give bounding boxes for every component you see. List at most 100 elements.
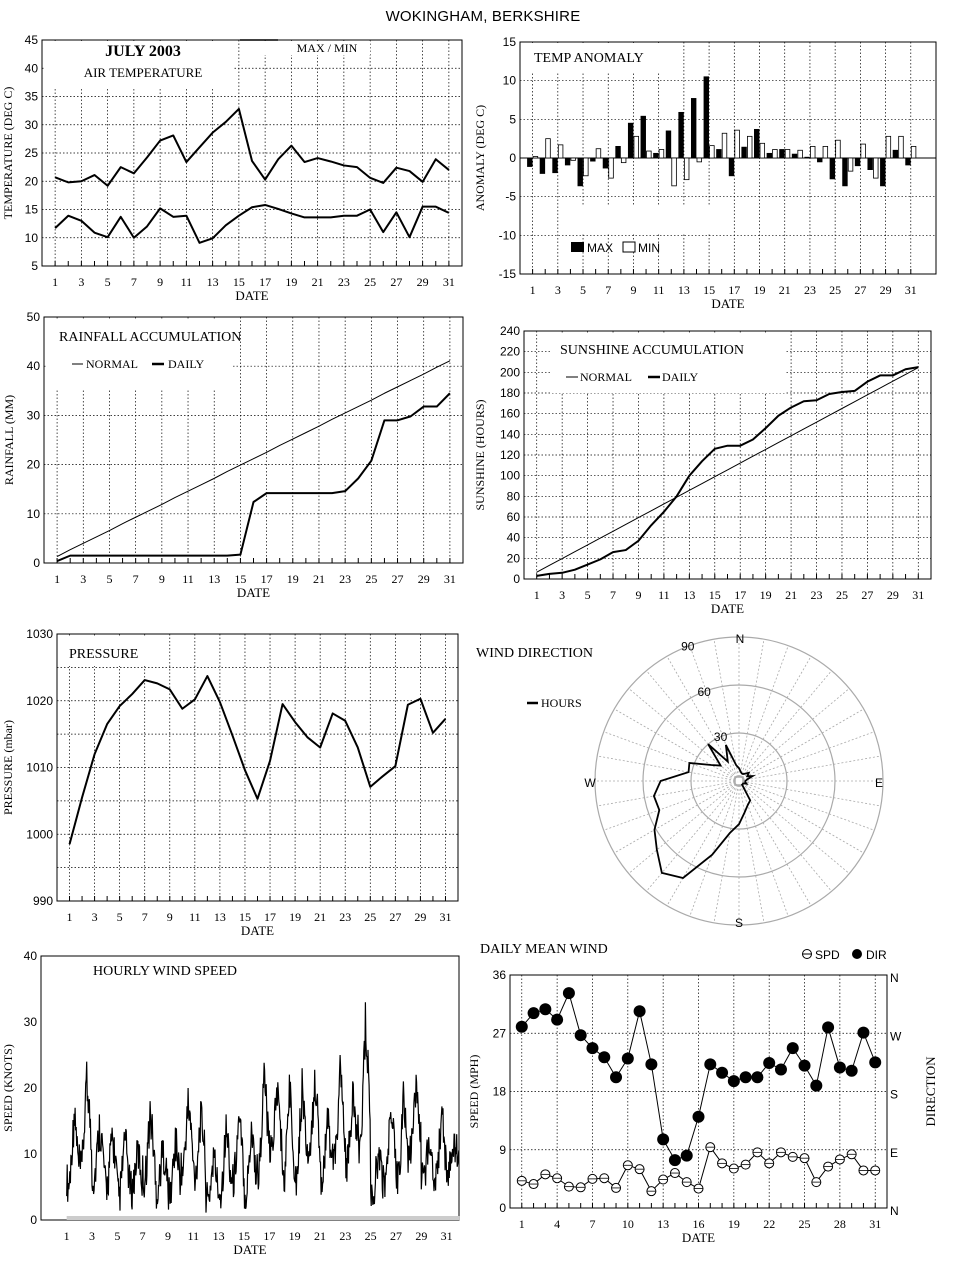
- bar-max: [627, 122, 634, 159]
- y-tick-label: 40: [25, 61, 39, 75]
- y-tick-label: 0: [33, 556, 40, 570]
- y-tick-label: -10: [499, 228, 517, 242]
- x-tick-label: 9: [630, 283, 636, 297]
- polar-spoke: [646, 670, 737, 779]
- y-tick-label: 9: [499, 1143, 506, 1157]
- bar-max: [703, 76, 709, 159]
- bar-max: [804, 156, 810, 159]
- y-tick-label: 0: [30, 1213, 37, 1227]
- x-tick-label: 21: [785, 588, 797, 602]
- y-tick-label: 10: [27, 507, 41, 521]
- y-tick-label: 30: [25, 118, 39, 132]
- x-tick-label: 7: [605, 283, 611, 297]
- y-tick-label: 20: [25, 174, 39, 188]
- x-tick-label: 7: [610, 588, 616, 602]
- x-tick-label: 5: [585, 588, 591, 602]
- x-tick-label: 21: [779, 283, 791, 297]
- y-tick-label: 40: [27, 359, 41, 373]
- polar-spoke: [741, 688, 850, 779]
- radial-tick-label: 30: [714, 730, 728, 744]
- y-axis-label: SPEED (KNOTS): [1, 1044, 15, 1132]
- bar-max: [791, 153, 798, 159]
- x-tick-label: 1: [64, 1229, 70, 1243]
- x-tick-label: 13: [213, 1229, 225, 1243]
- polar-spoke: [597, 755, 736, 781]
- marker-dir: [610, 1071, 623, 1084]
- y-tick-label: 10: [24, 1147, 38, 1161]
- marker-dir: [539, 1003, 552, 1016]
- grid: [57, 634, 458, 901]
- legend-label-normal: NORMAL: [86, 357, 138, 371]
- page-title: WOKINGHAM, BERKSHIRE: [385, 8, 581, 25]
- y-tick-label: 45: [25, 33, 39, 47]
- x-tick-label: 17: [728, 283, 740, 297]
- grid: [510, 975, 887, 1208]
- marker-dir: [786, 1042, 799, 1055]
- x-tick-label: 27: [390, 275, 402, 289]
- x-tick-label: 3: [92, 910, 98, 924]
- marker-dir: [810, 1079, 823, 1092]
- bar-min: [721, 132, 728, 159]
- x-tick-label: 3: [78, 275, 84, 289]
- chart-title: TEMP ANOMALY: [534, 51, 644, 66]
- series-line-normal: [536, 367, 919, 573]
- legend-label-max: MAX: [587, 241, 613, 255]
- y-tick-label: 35: [25, 90, 39, 104]
- y-axis-label: SPEED (MPH): [467, 1055, 481, 1129]
- polar-spoke: [742, 782, 864, 854]
- x-tick-label: 13: [207, 275, 219, 289]
- polar-spoke: [741, 783, 850, 874]
- y2-tick-label: N: [890, 1204, 899, 1218]
- y-tick-label: 15: [503, 35, 517, 49]
- chart-wind-direction: WIND DIRECTION HOURS 30 60 90 N E S W: [476, 632, 884, 930]
- marker-dir: [869, 1056, 882, 1069]
- bar-max: [539, 157, 546, 174]
- y-tick-label: 220: [500, 345, 520, 359]
- y-tick-label: 36: [493, 968, 507, 982]
- x-tick-label: 15: [238, 1229, 250, 1243]
- x-tick-label: 27: [390, 1229, 402, 1243]
- compass-label-w: W: [584, 776, 596, 790]
- compass-label-n: N: [736, 632, 745, 646]
- x-tick-label: 27: [389, 910, 401, 924]
- y-tick-label: 1000: [26, 827, 53, 841]
- bar-min: [873, 157, 879, 179]
- x-tick-label: 31: [869, 1217, 881, 1231]
- chart-title: RAINFALL ACCUMULATION: [59, 330, 241, 345]
- y-tick-label: 1020: [26, 694, 53, 708]
- x-minor-ticks: [54, 261, 450, 266]
- bar-max: [577, 157, 583, 187]
- x-tick-label: 17: [734, 588, 746, 602]
- polar-spoke: [739, 784, 765, 923]
- y-tick-label: 5: [509, 112, 516, 126]
- chart-title: SUNSHINE ACCUMULATION: [560, 343, 744, 358]
- bar-max: [678, 111, 684, 159]
- marker-dir: [822, 1021, 835, 1034]
- x-tick-label: 25: [364, 910, 376, 924]
- polar-spoke: [603, 781, 736, 831]
- x-tick-label: 25: [829, 283, 841, 297]
- y-tick-label: -5: [505, 190, 516, 204]
- series-line-normal: [56, 360, 451, 558]
- y-tick-label: 990: [33, 894, 53, 908]
- bar-min: [557, 144, 564, 159]
- bar-max: [665, 130, 672, 159]
- bar-min: [734, 129, 740, 159]
- x-tick-label: 1: [519, 1217, 525, 1231]
- marker-dir: [727, 1075, 740, 1088]
- polar-spoke: [689, 645, 739, 778]
- bar-min: [898, 135, 904, 159]
- x-axis-label: DATE: [241, 923, 274, 938]
- marker-dir: [845, 1064, 858, 1077]
- label-background: [560, 205, 730, 233]
- x-tick-label: 1: [52, 275, 58, 289]
- x-tick-label: 5: [580, 283, 586, 297]
- legend-label-spd: SPD: [815, 948, 840, 962]
- polar-ring: [594, 636, 884, 926]
- bar-max: [640, 115, 646, 159]
- x-tick-label: 5: [114, 1229, 120, 1243]
- bar-max: [779, 149, 785, 159]
- bar-max: [728, 157, 735, 177]
- marker-dir: [645, 1058, 658, 1071]
